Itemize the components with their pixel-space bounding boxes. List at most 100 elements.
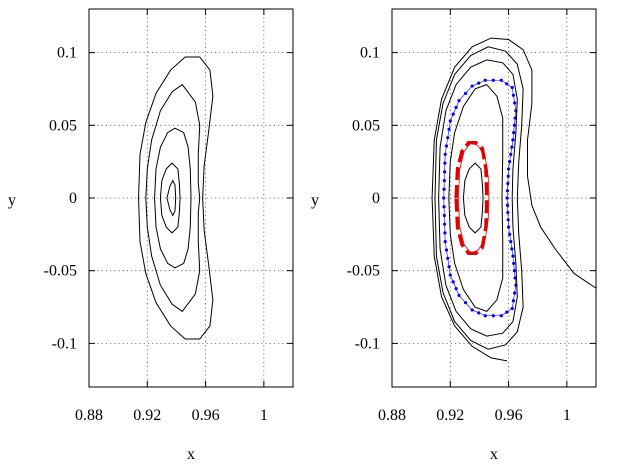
series-point [483,78,487,82]
series-line-blue-dotted [443,79,517,317]
series-line-black-contour [138,56,214,340]
series-point [506,174,510,178]
series-point [513,101,517,105]
x-tick-label: 1 [260,407,268,424]
x-axis-label: x [187,446,195,463]
series-point [510,306,514,311]
series-line-red-thin [457,142,490,254]
series-point [443,240,447,244]
series-point [506,225,511,229]
series-point [443,152,447,156]
series-point [505,189,510,193]
series-line-black-contour [462,162,484,234]
series-point [457,293,461,298]
series-point [513,291,517,295]
y-tick-label: 0.1 [57,45,77,62]
y-axis-label: y [311,192,319,209]
series-point [499,78,503,82]
x-tick-label: 0.88 [75,407,103,424]
series-point [510,145,514,149]
series-point [505,203,510,207]
series-line-black-contour [145,83,201,313]
y-tick-label: -0.1 [355,335,380,352]
series-point [451,280,455,284]
series-point [505,196,509,200]
y-tick-label: -0.05 [347,263,380,280]
series-point [470,308,474,312]
series-line-black-contour [166,179,177,217]
y-axis-label: y [8,192,16,209]
series-point [442,205,446,209]
series-point [509,240,513,244]
y-tick-label: 0 [372,190,380,207]
series-line-black-contour [434,46,524,350]
series-point [442,196,446,200]
series-point [447,265,451,269]
x-tick-label: 0.88 [378,407,406,424]
series-point [448,273,452,277]
series-point [510,247,514,251]
series-point [510,85,514,90]
series-point [448,119,452,123]
x-tick-label: 0.92 [436,407,464,424]
series-point [463,91,468,95]
series-point [442,187,446,191]
x-tick-label: 0.92 [133,407,161,424]
series-point [512,130,516,135]
series-point [509,152,513,156]
series-point [506,218,510,222]
series-point [512,123,517,127]
series-point [511,254,515,258]
series-point [506,167,511,171]
series-point [463,301,468,305]
series-point [512,261,516,266]
series-point [506,181,510,186]
series-point [447,127,451,131]
series-point [506,210,510,215]
series-point [513,276,517,280]
series-line-black-contour [438,59,518,337]
series-point [444,248,449,252]
series-point [454,287,458,291]
series-point [442,178,446,183]
series-line-black-contour [448,84,504,312]
series-point [443,161,447,165]
series-point [508,160,512,164]
y-tick-label: 0.05 [49,117,77,134]
series-point [446,256,450,260]
x-tick-label: 0.96 [495,407,523,424]
x-tick-label: 0.96 [192,407,220,424]
series-point [477,311,481,315]
y-tick-label: 0.05 [352,117,380,134]
y-tick-label: -0.05 [44,263,77,280]
y-tick-label: -0.1 [52,335,77,352]
series-point [446,136,450,140]
series-point [511,138,515,142]
series-point [483,314,487,318]
series-point [442,213,446,218]
series-point [454,105,458,109]
y-tick-label: 0.1 [360,45,380,62]
series-line-black-contour [431,37,597,362]
series-point [511,93,516,97]
series-line-red-dashed [454,141,489,255]
left-panel: 0.88 0.92 0.96 1 -0.1 -0.05 0 0.05 0.1 x y [8,8,294,463]
right-panel: 0.88 0.92 0.96 1 -0.1 -0.05 0 0.05 0.1 x y [311,8,597,463]
series-point [457,98,461,103]
x-tick-label: 1 [563,407,571,424]
series-point [470,84,474,88]
series-point [443,231,447,235]
series-point [443,222,447,226]
series-point [513,116,517,120]
series-point [444,144,449,148]
series-point [491,314,495,318]
series-point [512,269,517,273]
series-line-black-contour [154,127,192,269]
series-point [443,170,447,174]
y-tick-label: 0 [69,190,77,207]
series-point [451,112,455,116]
x-axis-label: x [490,446,498,463]
series-point [511,299,516,303]
series-point [499,314,503,318]
